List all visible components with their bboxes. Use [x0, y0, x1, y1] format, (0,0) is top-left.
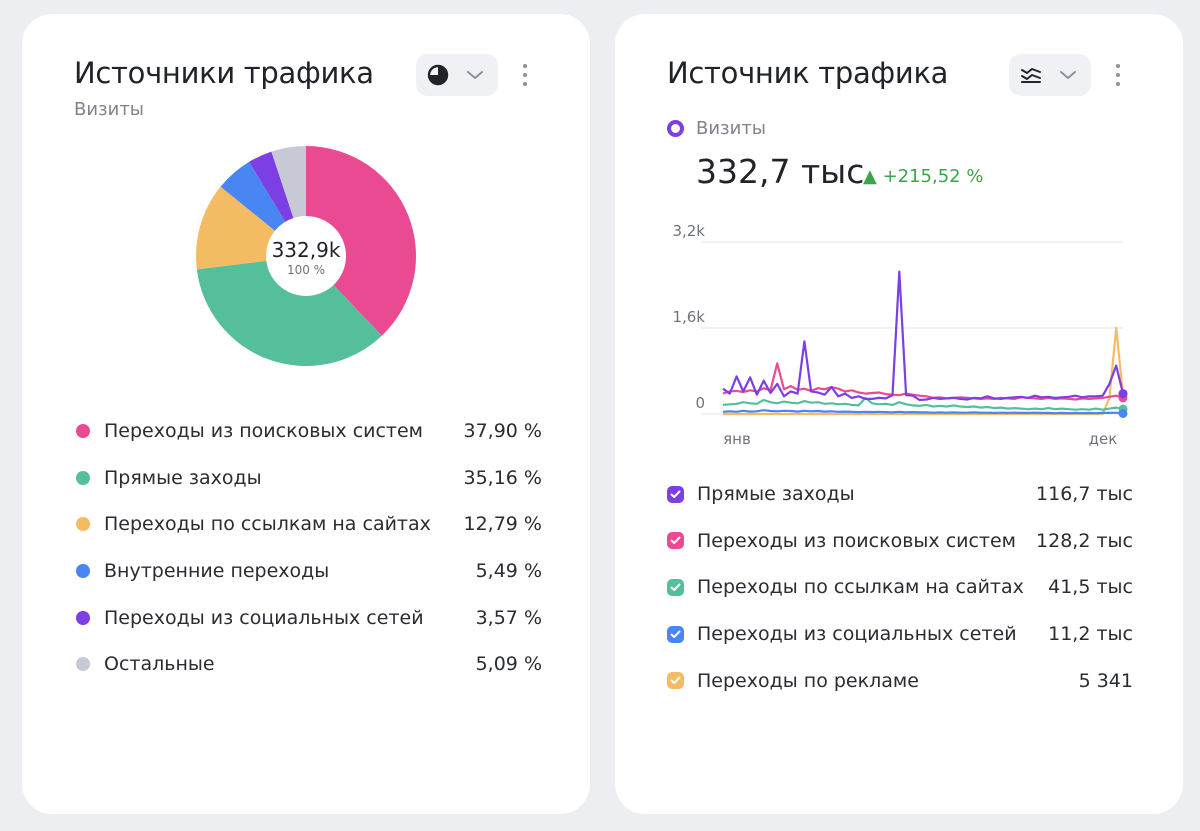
series-line[interactable] [722, 409, 1124, 415]
legend-value: 37,90 % [463, 420, 543, 443]
legend-label: Остальные [104, 653, 215, 676]
traffic-source-line-card: Источник трафика Визиты 332,7 тыс ▲ +215… [615, 14, 1183, 814]
series-end-marker [1118, 389, 1128, 399]
legend-item[interactable]: Переходы из поисковых систем 37,90 % [76, 408, 542, 455]
metric-change-badge: ▲ +215,52 % [863, 166, 984, 187]
legend-item[interactable]: Прямые заходы 35,16 % [76, 455, 542, 502]
legend-dot-icon [76, 470, 90, 485]
legend-label: Переходы по ссылкам на сайтах [697, 576, 1024, 599]
metric-ring-icon [667, 120, 684, 137]
traffic-sources-pie-card: Источники трафика Визиты 332,9k 100 % Пе… [22, 14, 590, 814]
legend-item[interactable]: Внутренние переходы 5,49 % [76, 548, 542, 595]
dot-icon [523, 64, 527, 68]
x-tick-label: янв [723, 430, 751, 448]
pie-chart-icon [427, 64, 449, 86]
legend-value: 41,5 тыс [1048, 576, 1133, 599]
pie-slice[interactable] [271, 146, 306, 219]
chevron-down-icon [467, 71, 483, 79]
line-legend: Прямые заходы 116,7 тыс Переходы из поиск… [667, 471, 1133, 704]
chart-type-dropdown[interactable] [416, 54, 498, 96]
donut-chart [196, 146, 416, 366]
metric-label: Визиты [696, 118, 767, 139]
line-chart: 0 1,6k 3,2k янв дек [672, 222, 1128, 448]
legend-value: 5,09 % [475, 653, 542, 676]
series-line[interactable] [722, 396, 1124, 411]
checkbox-checked-icon[interactable] [667, 625, 684, 643]
series-end-marker [1118, 408, 1128, 418]
legend-value: 35,16 % [463, 466, 543, 489]
x-tick-label: дек [1089, 430, 1118, 448]
y-tick-label: 0 [695, 394, 705, 412]
legend-label: Переходы по ссылкам на сайтах [104, 513, 431, 536]
chart-type-dropdown[interactable] [1009, 54, 1091, 96]
checkbox-checked-icon[interactable] [667, 578, 684, 596]
card-title: Источник трафика [667, 56, 949, 90]
donut-total-value: 332,9k [271, 238, 341, 262]
legend-item[interactable]: Переходы по ссылкам на сайтах 41,5 тыс [667, 564, 1133, 611]
y-tick-label: 3,2k [672, 222, 705, 240]
legend-item[interactable]: Прямые заходы 116,7 тыс [667, 471, 1133, 518]
legend-dot-icon [76, 564, 90, 579]
pie-slice[interactable] [220, 161, 286, 231]
pie-slice[interactable] [196, 186, 275, 270]
pie-slice[interactable] [306, 146, 416, 336]
legend-value: 116,7 тыс [1036, 483, 1133, 506]
series-line[interactable] [722, 270, 1125, 402]
legend-value: 12,79 % [463, 513, 543, 536]
line-chart-icon [1021, 68, 1041, 83]
legend-dot-icon [76, 517, 90, 532]
metric-selector[interactable]: Визиты [667, 118, 766, 139]
legend-label: Переходы из поисковых систем [697, 529, 1017, 552]
pie-slice[interactable] [196, 260, 382, 366]
legend-label: Внутренние переходы [104, 560, 330, 583]
more-options-button[interactable] [514, 60, 536, 90]
checkbox-checked-icon[interactable] [667, 485, 684, 503]
dot-icon [523, 73, 527, 77]
legend-value: 5 341 [1078, 669, 1133, 692]
legend-dot-icon [76, 657, 90, 672]
y-tick-label: 1,6k [672, 308, 705, 326]
dot-icon [523, 82, 527, 86]
pie-slice[interactable] [249, 151, 294, 222]
dot-icon [1116, 82, 1120, 86]
legend-value: 128,2 тыс [1036, 529, 1133, 552]
dot-icon [1116, 73, 1120, 77]
legend-label: Переходы из социальных сетей [697, 623, 1017, 646]
checkbox-checked-icon[interactable] [667, 672, 684, 690]
legend-value: 11,2 тыс [1048, 623, 1133, 646]
card-title: Источники трафика [74, 56, 374, 90]
legend-item[interactable]: Переходы по ссылкам на сайтах 12,79 % [76, 501, 542, 548]
dot-icon [1116, 64, 1120, 68]
more-options-button[interactable] [1107, 60, 1129, 90]
legend-item[interactable]: Переходы из поисковых систем 128,2 тыс [667, 518, 1133, 565]
legend-label: Прямые заходы [697, 483, 855, 506]
legend-item[interactable]: Переходы из социальных сетей 11,2 тыс [667, 611, 1133, 658]
pie-legend: Переходы из поисковых систем 37,90 % Прям… [76, 408, 542, 688]
donut-total-percent: 100 % [286, 263, 326, 277]
legend-label: Переходы по рекламе [697, 669, 919, 692]
legend-item[interactable]: Переходы из социальных сетей 3,57 % [76, 594, 542, 641]
legend-value: 3,57 % [475, 606, 542, 629]
legend-dot-icon [76, 424, 90, 439]
legend-label: Прямые заходы [104, 466, 262, 489]
metric-total-value: 332,7 тыс [696, 152, 865, 191]
checkbox-checked-icon[interactable] [667, 532, 684, 550]
card-subtitle: Визиты [74, 99, 145, 120]
legend-label: Переходы из социальных сетей [104, 606, 424, 629]
legend-item[interactable]: Остальные 5,09 % [76, 641, 542, 688]
legend-value: 5,49 % [475, 560, 542, 583]
legend-item[interactable]: Переходы по рекламе 5 341 [667, 657, 1133, 704]
legend-label: Переходы из поисковых систем [104, 420, 424, 443]
legend-dot-icon [76, 610, 90, 625]
chevron-down-icon [1060, 71, 1076, 79]
